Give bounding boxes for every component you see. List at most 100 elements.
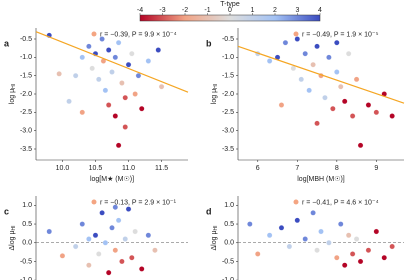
point	[102, 239, 109, 246]
y-tick-label: 0.0	[224, 240, 234, 247]
y-axis-label-main: Δlog μ	[211, 231, 218, 251]
y-axis-label: Δlog μHI	[211, 226, 219, 251]
panel-label: c	[4, 206, 9, 216]
y-tick-label: -1.0	[222, 277, 234, 280]
point	[66, 98, 72, 105]
point	[294, 36, 301, 42]
y-tick-label: -0.5	[20, 258, 32, 265]
point	[353, 76, 360, 83]
point	[338, 221, 344, 227]
y-tick-label: 0.0	[22, 240, 32, 247]
point	[56, 71, 62, 77]
point	[341, 98, 348, 105]
point	[155, 47, 162, 53]
point	[310, 210, 316, 216]
point	[105, 102, 112, 108]
point	[125, 61, 132, 68]
point	[129, 50, 135, 57]
y-tick-label: -3.5	[222, 146, 234, 153]
y-tick-label: -2.0	[20, 91, 32, 98]
annotation-marker	[293, 31, 299, 37]
point	[338, 83, 344, 90]
point	[266, 232, 273, 239]
point	[72, 72, 79, 79]
point	[326, 54, 332, 61]
y-tick-label: 1.0	[22, 202, 32, 209]
panel-label: d	[206, 206, 212, 216]
y-tick-label: -1.0	[222, 54, 234, 61]
point	[72, 243, 79, 250]
point	[365, 247, 372, 253]
point	[96, 251, 102, 257]
point	[349, 251, 356, 257]
point	[105, 269, 112, 276]
x-axis-label: log[M★ (M☉)]	[90, 175, 134, 183]
y-tick-label: 0.5	[224, 221, 234, 228]
point	[373, 109, 380, 116]
point	[99, 36, 105, 42]
point	[112, 204, 119, 210]
point	[86, 43, 92, 50]
y-tick-label: -1.5	[20, 73, 32, 80]
point	[79, 221, 86, 227]
point	[389, 243, 395, 250]
point	[381, 254, 387, 261]
point	[334, 254, 340, 261]
point	[145, 232, 152, 239]
point	[314, 43, 320, 50]
colorbar-tick-label: -4	[137, 7, 143, 14]
point	[125, 206, 132, 212]
point	[132, 228, 138, 235]
y-tick-label: -2.5	[222, 109, 234, 116]
colorbar-tick-label: 2	[273, 7, 277, 14]
x-tick-label: 9	[374, 165, 378, 172]
point	[132, 91, 138, 97]
point	[115, 39, 122, 46]
point	[99, 210, 105, 216]
y-axis-label-main: Δlog μ	[9, 231, 16, 251]
annotation-marker	[91, 199, 97, 205]
point	[122, 124, 128, 130]
panel-label: a	[4, 38, 10, 48]
point	[129, 254, 135, 261]
point	[302, 50, 308, 57]
point	[247, 221, 253, 227]
point	[314, 120, 320, 127]
point	[373, 228, 380, 235]
x-tick-label: 11.0	[122, 165, 135, 172]
y-tick-label: 0.5	[22, 221, 32, 228]
point	[102, 87, 109, 94]
point	[59, 253, 66, 259]
y-axis-label-main: log μ	[9, 89, 16, 104]
point	[46, 228, 52, 235]
x-axis-label: log[MBH (M☉)]	[297, 176, 345, 183]
x-tick-label: 7	[295, 165, 299, 172]
x-tick-label: 11.5	[155, 165, 168, 172]
point	[109, 225, 115, 231]
fit-line	[35, 31, 189, 93]
point	[112, 54, 119, 61]
point	[326, 239, 332, 246]
point	[294, 217, 301, 224]
point	[112, 113, 119, 119]
point	[92, 232, 99, 239]
x-tick-label: 6	[256, 165, 260, 172]
y-axis-label-sub: HI	[213, 226, 219, 231]
point	[318, 228, 324, 235]
point	[115, 142, 122, 149]
point	[365, 102, 372, 108]
point	[138, 105, 145, 112]
annotation: r = −0.13, P = 2.9 × 10⁻¹	[100, 199, 177, 206]
point	[334, 69, 340, 75]
y-axis-label-main: log μ	[211, 89, 218, 104]
y-axis-label: Δlog μHI	[9, 226, 17, 251]
x-tick-label: 10.0	[56, 165, 70, 172]
point	[138, 266, 145, 272]
point	[122, 94, 128, 101]
point	[282, 39, 289, 46]
y-axis-label: log μHI	[211, 84, 219, 104]
y-axis-label-sub: HI	[11, 226, 17, 231]
point	[96, 76, 102, 83]
y-tick-label: -2.5	[20, 109, 32, 116]
